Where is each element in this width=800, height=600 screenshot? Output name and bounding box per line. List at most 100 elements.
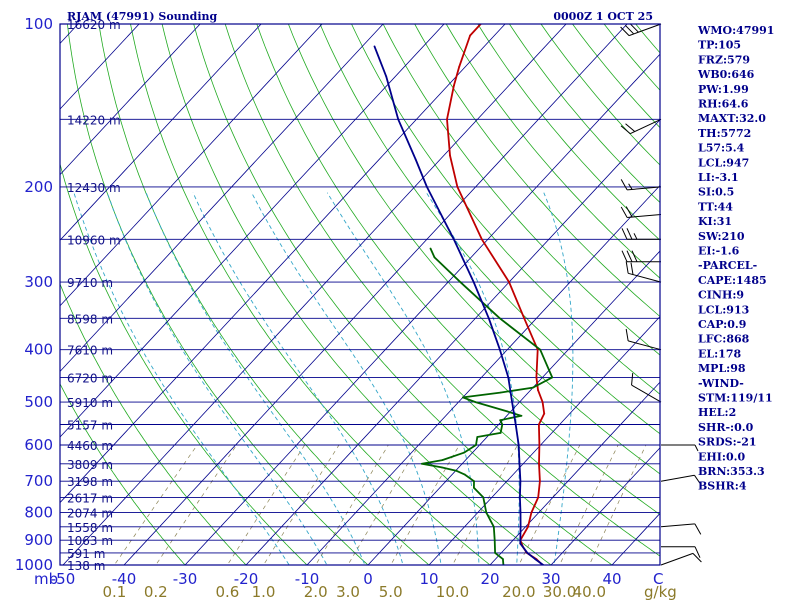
stat-line: KI:31 bbox=[698, 215, 732, 228]
isotherm bbox=[60, 24, 201, 176]
temperature-profile bbox=[446, 24, 546, 565]
stat-line: -WIND- bbox=[698, 377, 744, 390]
height-label: 5910 m bbox=[67, 396, 113, 410]
wind-barb bbox=[631, 373, 662, 403]
dewpoint-point bbox=[463, 451, 465, 454]
dewpoint-point bbox=[498, 317, 501, 320]
wind-barb-staff bbox=[628, 340, 662, 351]
stat-line: PW:1.99 bbox=[698, 83, 749, 96]
stat-line: MPL:98 bbox=[698, 362, 746, 375]
parcel-point bbox=[519, 542, 522, 545]
mixing-ratio-tick-label: 0.2 bbox=[144, 583, 168, 600]
dry-adiabat bbox=[193, 24, 613, 565]
valid-time: 0000Z 1 OCT 25 bbox=[553, 10, 653, 23]
parcel-point bbox=[517, 444, 520, 446]
temperature-tick-label: -50 bbox=[51, 570, 76, 588]
height-label: 2617 m bbox=[67, 491, 113, 505]
pressure-tick-label: 900 bbox=[24, 531, 53, 549]
parcel-point bbox=[452, 238, 455, 241]
temperature-tick-label: 40 bbox=[602, 570, 621, 588]
pressure-tick-label: 400 bbox=[24, 341, 53, 359]
height-label: 3198 m bbox=[67, 475, 113, 489]
wind-barb-flag bbox=[631, 373, 634, 386]
dewpoint-point bbox=[494, 552, 496, 554]
temperature-unit-label: C bbox=[653, 570, 663, 588]
temperature-point bbox=[546, 566, 548, 568]
dewpoint-point bbox=[485, 511, 488, 514]
stat-line: SRDS:-21 bbox=[698, 436, 757, 449]
mixing-ratio-tick-label: 0.1 bbox=[102, 583, 126, 600]
stat-line: CAPE:1485 bbox=[698, 274, 767, 287]
wind-barb-flag bbox=[625, 261, 629, 274]
station-title: RJAM (47991) Sounding bbox=[67, 10, 218, 23]
temperature-point bbox=[480, 238, 483, 241]
height-label: 8598 m bbox=[67, 312, 113, 326]
moist-adiabat bbox=[145, 192, 366, 565]
stat-line: CINH:9 bbox=[698, 289, 744, 302]
wind-barb-staff bbox=[627, 214, 662, 218]
mixing-ratio-unit-label: g/kg bbox=[644, 583, 677, 600]
parcel-point bbox=[511, 401, 513, 403]
isotherm bbox=[60, 24, 445, 438]
wind-barb-flag bbox=[629, 23, 639, 33]
temperature-point bbox=[537, 389, 539, 391]
dry-adiabat bbox=[161, 24, 552, 565]
stat-line: STM:119/11 bbox=[698, 392, 773, 405]
temperature-point bbox=[536, 348, 539, 351]
stat-line: TP:105 bbox=[698, 39, 741, 52]
dry-adiabat bbox=[98, 24, 430, 565]
stat-line: EI:-1.6 bbox=[698, 245, 740, 258]
wind-barb-flag bbox=[694, 523, 702, 535]
wind-barb-half-flag bbox=[633, 233, 638, 240]
temperature-tick-label: -10 bbox=[295, 570, 320, 588]
mixing-ratio-line bbox=[263, 444, 340, 565]
dewpoint-point bbox=[499, 391, 502, 394]
pressure-tick-label: 500 bbox=[24, 393, 53, 411]
dewpoint-point bbox=[492, 525, 495, 528]
wind-barb-flag bbox=[630, 262, 634, 275]
wind-barb bbox=[625, 328, 662, 351]
wind-barb-flag bbox=[692, 553, 702, 563]
wind-barb-flag bbox=[625, 328, 629, 341]
height-label: 3809 m bbox=[67, 458, 113, 472]
wind-barb bbox=[660, 474, 702, 486]
dewpoint-point bbox=[455, 470, 458, 472]
dewpoint-point bbox=[463, 473, 466, 476]
temperature-tick-label: -30 bbox=[173, 570, 198, 588]
dewpoint-point bbox=[474, 401, 477, 403]
mixing-ratio-line bbox=[390, 444, 460, 565]
wind-barb-staff bbox=[660, 523, 695, 528]
wind-barb-half-flag bbox=[694, 444, 699, 452]
height-label: 591 m bbox=[67, 547, 105, 561]
dewpoint-point bbox=[532, 386, 534, 389]
dry-adiabat bbox=[60, 383, 186, 565]
temperature-tick-label: 20 bbox=[480, 570, 499, 588]
wind-barb-flag bbox=[620, 26, 630, 36]
wind-barb bbox=[661, 546, 701, 558]
dewpoint-point bbox=[441, 459, 444, 461]
moist-adiabat bbox=[543, 192, 574, 565]
mixing-ratio-line bbox=[315, 444, 389, 565]
stat-line: L57:5.4 bbox=[698, 142, 745, 155]
wind-barb bbox=[660, 552, 702, 566]
moist-adiabat bbox=[73, 192, 290, 565]
parcel-point bbox=[397, 118, 400, 121]
pressure-tick-label: 800 bbox=[24, 504, 53, 522]
mixing-ratio-line bbox=[113, 444, 198, 565]
height-label: 16620 m bbox=[67, 18, 121, 32]
isotherm bbox=[62, 24, 567, 565]
stat-line: BRN:353.3 bbox=[698, 465, 765, 478]
pressure-tick-label: 300 bbox=[24, 273, 53, 291]
parcel-point bbox=[426, 186, 428, 188]
dewpoint-point bbox=[476, 436, 479, 438]
wind-barb-staff bbox=[629, 118, 662, 135]
stat-line: CAP:0.9 bbox=[698, 318, 746, 331]
stat-line: WMO:47991 bbox=[697, 24, 774, 37]
isotherm bbox=[489, 381, 660, 565]
stat-line: TH:5772 bbox=[698, 127, 751, 140]
pressure-unit-label: mb bbox=[34, 570, 58, 588]
stat-line: LI:-3.1 bbox=[698, 171, 739, 184]
moist-adiabat bbox=[251, 192, 442, 565]
isotherm bbox=[245, 119, 660, 565]
